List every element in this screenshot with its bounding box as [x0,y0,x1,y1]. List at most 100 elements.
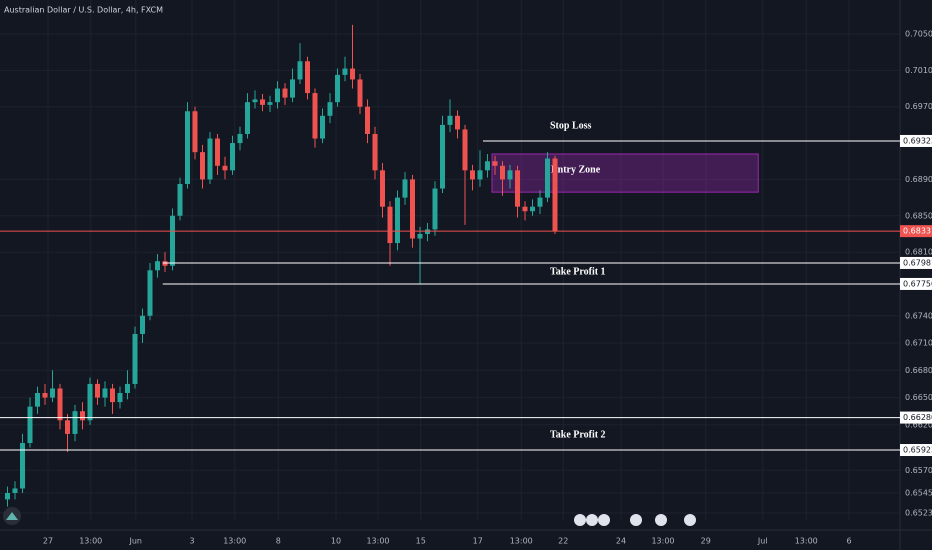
candle-body [522,206,528,212]
x-tick-label: Jun [129,537,143,546]
candle-body [290,79,295,98]
candle-body [162,261,168,266]
y-tick-label: 0.65230 [905,509,932,518]
candle-body [477,170,483,180]
event-icon[interactable] [598,514,610,526]
candle-body [447,115,453,125]
price-tag-label: 0.65923 [903,446,932,455]
event-icon[interactable] [586,514,598,526]
candle-body [417,233,423,239]
x-tick-label: 15 [416,537,426,546]
candle-body [222,165,228,171]
candle-body [72,411,78,434]
event-icon[interactable] [655,514,667,526]
candle-body [65,420,70,434]
candle-body [432,188,438,230]
candle-body [215,138,220,166]
candle-body [342,68,348,75]
events [574,514,696,526]
candle-body [20,443,25,489]
candle-body [327,102,333,116]
logo-icon [6,512,18,520]
event-icon[interactable] [574,514,586,526]
candle-body [357,79,363,107]
candle-body [132,333,138,384]
candle-body [245,102,250,134]
event-icon[interactable] [684,514,696,526]
x-tick-label: 10 [331,537,341,546]
grid [0,0,900,520]
candle-body [27,406,33,444]
candle-body [312,93,318,139]
candle-body [237,133,243,144]
candle-body [410,179,415,239]
price-tag [900,134,932,147]
candle-body [230,143,235,171]
event-icon[interactable] [630,514,642,526]
candle-body [455,115,460,130]
candle-body [275,88,280,103]
x-tick-label: 24 [616,537,626,546]
line-annotation: Take Profit 2 [550,429,606,440]
candle-body [402,179,408,198]
chart-title: Australian Dollar / U.S. Dollar, 4h, FXC… [4,6,163,15]
x-tick-label: 13:00 [510,537,533,546]
candle-body [117,393,123,403]
candle-body [5,493,10,500]
candle-body [395,197,400,244]
x-tick-label: 13:00 [79,537,102,546]
candle-body [470,170,475,180]
candle-body [125,383,130,394]
x-tick-label: 22 [558,537,568,546]
candle-body [42,393,48,398]
candle-body [57,388,63,421]
price-tag-label: 0.68331 [903,227,932,236]
candle-body [155,261,160,271]
x-tick-label: 6 [846,537,851,546]
candle-body [140,315,145,334]
candle-body [147,270,153,316]
candle-body [95,383,100,398]
candle-body [462,129,468,171]
x-tick-label: 17 [473,537,483,546]
candle-body [282,88,288,98]
candle-body [185,111,190,184]
price-tag [900,277,932,290]
candle-body [12,488,18,494]
line-annotation: Take Profit 1 [550,266,606,277]
candle-body [87,383,93,421]
price-tag [900,444,932,457]
x-tick-label: 13:00 [795,537,818,546]
x-tick-label: 13:00 [651,537,674,546]
candle-body [252,99,258,103]
candle-body [320,115,325,139]
candle-body [530,206,535,212]
candle-body [50,388,55,398]
candle-body [260,99,265,105]
price-tag [900,225,932,238]
candle-body [425,229,430,234]
candle-body [507,170,513,180]
candle-body [267,102,273,105]
entry-zone [491,153,759,193]
x-tick-label: 3 [189,537,194,546]
x-tick-label: 13:00 [366,537,389,546]
x-tick-label: 27 [43,537,53,546]
candle-body [305,61,310,94]
x-tick-label: 8 [276,537,281,546]
